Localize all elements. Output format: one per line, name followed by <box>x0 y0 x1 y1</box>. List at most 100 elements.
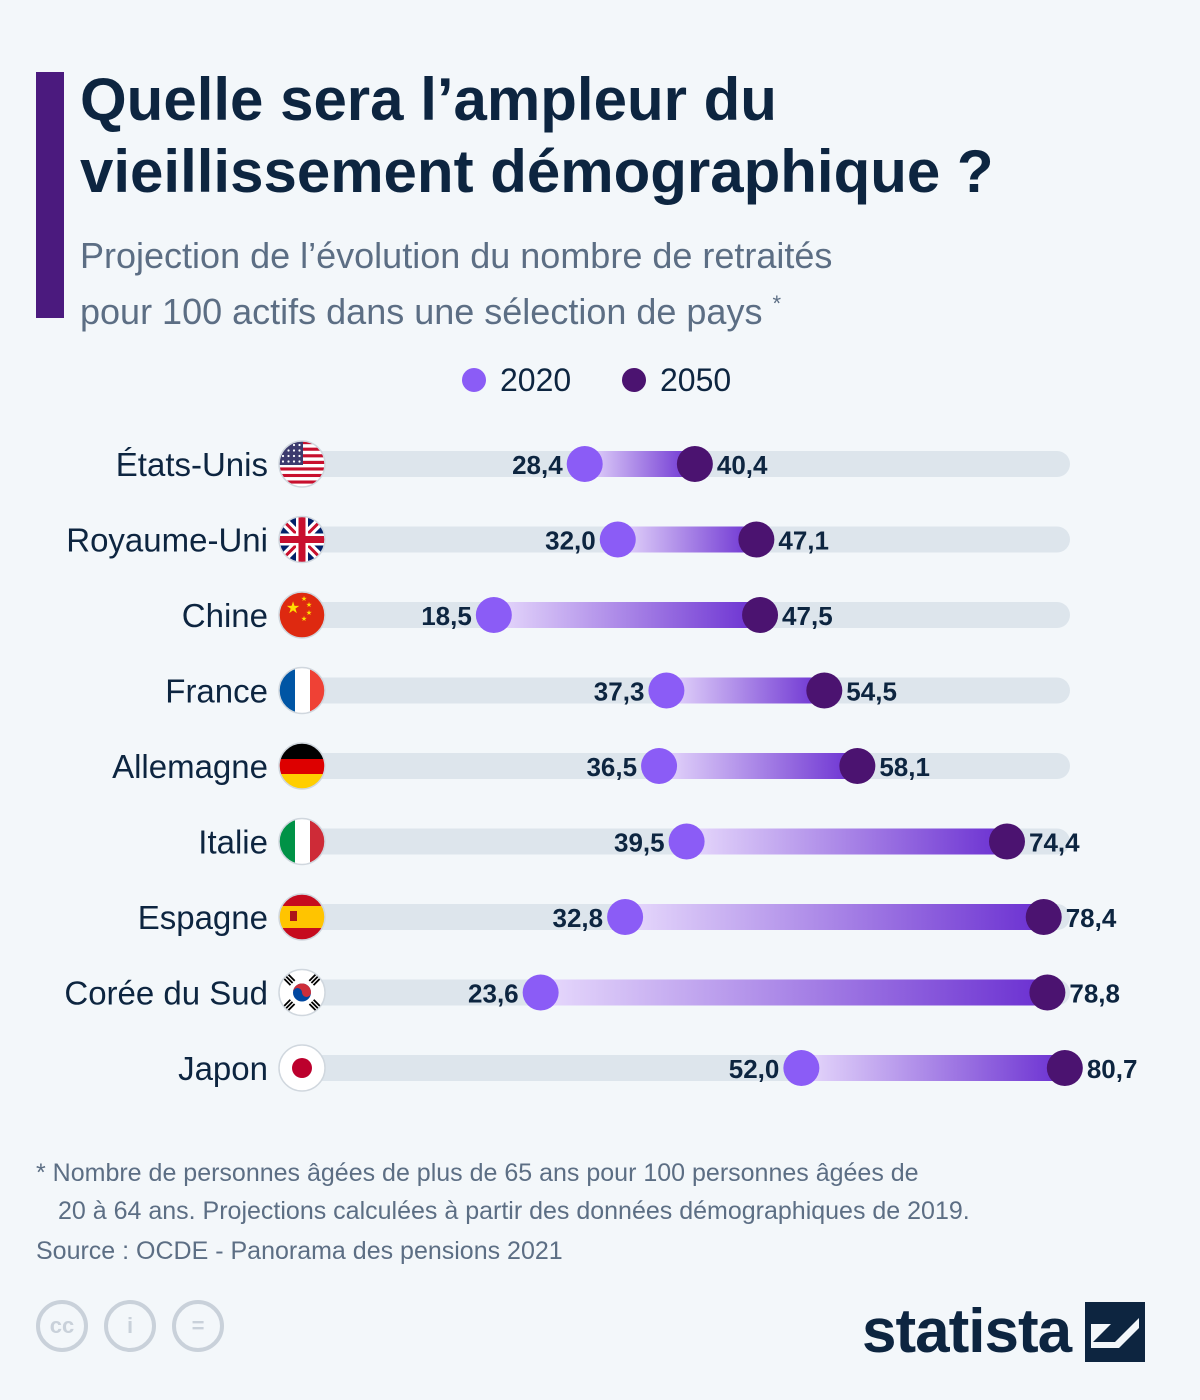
dot-2050 <box>1029 974 1066 1011</box>
dot-2050 <box>806 672 843 709</box>
country-label: Chine <box>182 597 268 634</box>
change-segment <box>659 753 858 779</box>
svg-text:★: ★ <box>306 609 312 617</box>
china-flag-icon: ★★★★★ <box>278 591 326 639</box>
france-flag-icon <box>278 666 326 715</box>
value-label-2050: 78,8 <box>1069 979 1120 1009</box>
dot-2050 <box>1025 899 1062 935</box>
country-label: États-Unis <box>116 446 268 483</box>
dot-2020 <box>566 446 603 482</box>
svg-text:★: ★ <box>306 601 312 609</box>
statista-logo-mark-icon <box>1085 1301 1146 1362</box>
value-label-2050: 47,5 <box>782 601 833 631</box>
change-segment <box>540 979 1048 1006</box>
change-segment <box>584 451 695 477</box>
dot-2020 <box>641 748 678 784</box>
value-label-2020: 18,5 <box>421 601 472 631</box>
svg-text:★: ★ <box>301 615 307 623</box>
change-segment <box>625 904 1044 930</box>
country-label: Espagne <box>138 899 268 936</box>
value-label-2050: 74,4 <box>1029 828 1080 858</box>
dot-2050 <box>839 748 876 784</box>
us-flag-icon <box>278 440 326 488</box>
spain-flag-icon <box>278 893 326 941</box>
dot-2050 <box>1046 1050 1083 1086</box>
dot-2020 <box>599 521 636 558</box>
subtitle-footnote-marker: * <box>772 291 782 316</box>
value-label-2020: 37,3 <box>594 677 645 707</box>
legend-label-2020: 2020 <box>500 361 572 398</box>
value-label-2050: 78,4 <box>1066 903 1117 933</box>
italy-flag-icon <box>278 817 326 866</box>
chart-title: Quelle sera l’ampleur du vieillissement … <box>80 64 1180 208</box>
chart-row: Allemagne 36,5 58,1 <box>112 742 1070 790</box>
legend-item-2020: 2020 <box>462 356 571 404</box>
value-label-2050: 58,1 <box>879 752 930 782</box>
legend-dot-2050 <box>622 368 646 392</box>
value-label-2020: 39,5 <box>614 828 665 858</box>
dot-2020 <box>607 899 644 935</box>
chart-row: États-Unis 28,4 40,4 <box>116 440 1070 488</box>
country-label: Italie <box>198 824 268 861</box>
legend-item-2050: 2050 <box>622 356 731 404</box>
chart-legend: 2020 2050 <box>0 356 1200 404</box>
statista-logo[interactable]: statista <box>862 1296 1146 1367</box>
footnote-line-1: * Nombre de personnes âgées de plus de 6… <box>36 1159 919 1187</box>
legend-label-2050: 2050 <box>660 361 732 398</box>
dot-2020 <box>668 823 705 860</box>
chart-row: Royaume-Uni 32,0 47,1 <box>66 515 1070 564</box>
subtitle-line-2: pour 100 actifs dans une sélection de pa… <box>80 291 763 332</box>
license-icons: cc i = <box>36 1300 240 1352</box>
svg-text:★: ★ <box>286 600 300 617</box>
change-segment <box>686 828 1007 855</box>
value-label-2020: 32,0 <box>545 526 596 556</box>
dumbbell-chart: États-Unis 28,4 40,4 Royaume-Uni 32,0 47,1 Chi… <box>64 440 1138 1092</box>
cc-icon[interactable]: cc <box>36 1300 88 1352</box>
value-label-2020: 52,0 <box>729 1054 780 1084</box>
footnote: * Nombre de personnes âgées de plus de 6… <box>36 1154 1176 1230</box>
value-label-2050: 54,5 <box>846 677 897 707</box>
no-derivatives-icon[interactable]: = <box>172 1300 224 1352</box>
value-label-2020: 28,4 <box>512 450 563 480</box>
country-label: Royaume-Uni <box>66 522 268 559</box>
change-segment <box>617 526 757 553</box>
change-segment <box>801 1055 1065 1081</box>
attribution-icon[interactable]: i <box>104 1300 156 1352</box>
change-segment <box>666 677 825 704</box>
value-label-2020: 23,6 <box>468 979 519 1009</box>
country-label: Allemagne <box>112 748 268 785</box>
title-line-2: vieillissement démographique ? <box>80 138 994 205</box>
dot-2050 <box>988 823 1025 860</box>
dot-2020 <box>783 1050 820 1086</box>
south-korea-flag-icon <box>278 968 326 1017</box>
dot-2050 <box>738 521 775 558</box>
title-accent-bar <box>36 72 64 318</box>
legend-dot-2020 <box>462 368 486 392</box>
change-segment <box>493 602 761 628</box>
chart-subtitle: Projection de l’évolution du nombre de r… <box>80 232 1080 336</box>
value-label-2050: 40,4 <box>717 450 768 480</box>
country-label: Japon <box>178 1050 268 1087</box>
dot-2020 <box>522 974 559 1011</box>
chart-row: Chine ★★★★★ 18,5 47,5 <box>182 591 1070 639</box>
footnote-line-2: 20 à 64 ans. Projections calculées à par… <box>58 1197 970 1225</box>
value-label-2020: 32,8 <box>552 903 603 933</box>
value-label-2020: 36,5 <box>586 752 637 782</box>
title-line-1: Quelle sera l’ampleur du <box>80 66 777 133</box>
dot-2050 <box>742 597 779 633</box>
source-note: Source : OCDE - Panorama des pensions 20… <box>36 1237 563 1265</box>
dot-2050 <box>676 446 713 482</box>
value-label-2050: 80,7 <box>1087 1054 1138 1084</box>
chart-row: France 37,3 54,5 <box>165 666 1070 715</box>
chart-row: Espagne 32,8 78,4 <box>138 893 1117 941</box>
germany-flag-icon <box>278 742 326 790</box>
chart-row: Japon 52,0 80,7 <box>178 1044 1138 1092</box>
chart-row: Corée du Sud 23,6 78,8 <box>64 968 1120 1017</box>
dot-2020 <box>475 597 512 633</box>
country-label: Corée du Sud <box>64 975 268 1012</box>
subtitle-line-1: Projection de l’évolution du nombre de r… <box>80 235 833 276</box>
country-label: France <box>165 673 268 710</box>
dot-2020 <box>648 672 685 709</box>
chart-row: Italie 39,5 74,4 <box>198 817 1080 866</box>
brand-name: statista <box>862 1297 1072 1366</box>
